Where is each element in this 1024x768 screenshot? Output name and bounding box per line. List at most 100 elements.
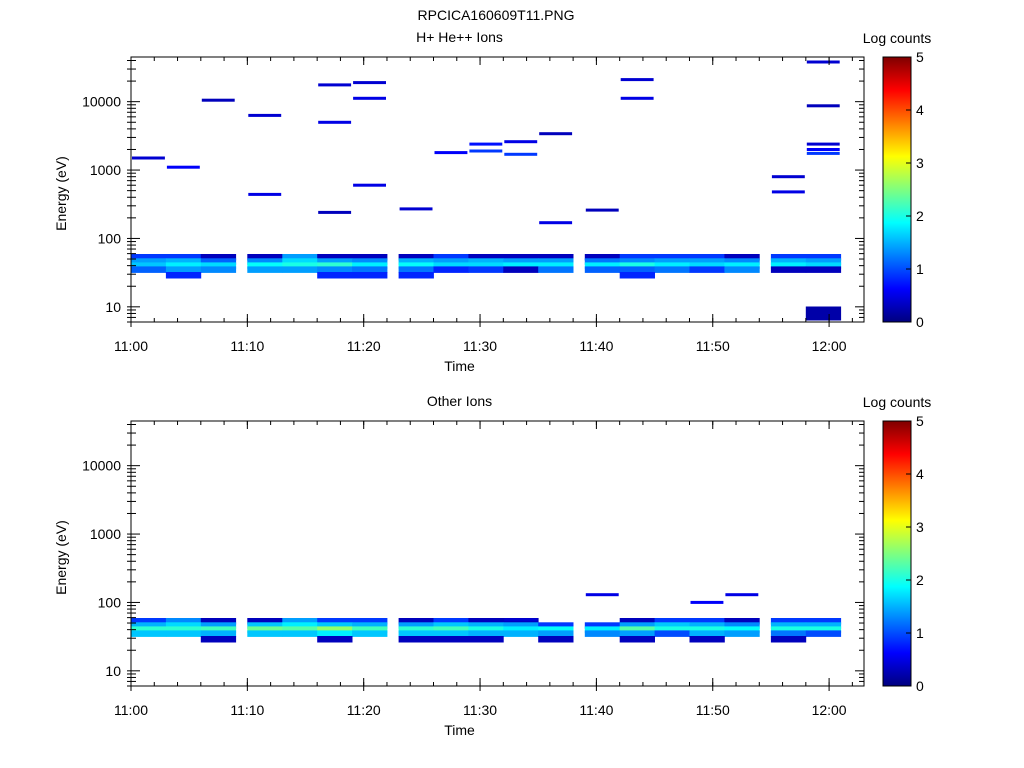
heatmap-cell	[538, 626, 574, 633]
y-tick-label: 100	[98, 594, 122, 610]
heatmap-cell	[689, 626, 725, 633]
heatmap-cell	[619, 262, 655, 269]
heatmap-cell	[689, 262, 725, 269]
heatmap-cell	[770, 626, 807, 633]
heatmap-cell	[433, 622, 469, 629]
heatmap-cell	[353, 81, 386, 85]
heatmap-cell	[805, 626, 842, 633]
heatmap-cell	[805, 622, 842, 629]
x-tick-label: 11:00	[114, 702, 148, 718]
heatmap-cell	[503, 622, 539, 629]
heatmap-cell	[433, 262, 469, 269]
heatmap-cell	[131, 258, 167, 265]
heatmap-cell	[689, 630, 725, 637]
panel-title: H+ He++ Ions	[416, 29, 503, 45]
heatmap-cell	[317, 262, 353, 269]
x-tick-label: 11:50	[696, 702, 730, 718]
heatmap-cell	[620, 96, 654, 100]
colorbar-tick-label: 3	[916, 519, 924, 535]
heatmap-cell	[724, 630, 760, 637]
heatmap-cell	[317, 622, 353, 629]
colorbar-tick-label: 4	[916, 102, 924, 118]
heatmap-cell	[469, 142, 503, 146]
heatmap-cell	[654, 254, 690, 261]
x-tick-label: 11:10	[230, 338, 264, 354]
x-tick-label: 11:30	[463, 338, 497, 354]
y-axis-label: Energy (eV)	[53, 520, 69, 595]
heatmap-cell	[805, 306, 842, 321]
heatmap-cell	[585, 208, 619, 212]
heatmap-cell	[584, 626, 621, 633]
heatmap-cell	[538, 254, 574, 261]
heatmap-cell	[620, 78, 654, 82]
heatmap-cell	[398, 626, 434, 633]
heatmap-cell	[469, 149, 503, 153]
colorbar-tick-label: 0	[916, 678, 924, 694]
heatmap-cell	[433, 630, 469, 637]
heatmap-cell	[584, 262, 621, 269]
heatmap-cell	[805, 618, 842, 625]
heatmap-cell	[398, 622, 434, 629]
heatmap-cell	[433, 636, 469, 643]
spectrogram-panel-2: Other Ions 11:00 11:10 11:20 11:30 11:40 11:50…	[53, 393, 931, 738]
heatmap-cell	[352, 258, 388, 265]
heatmap-cell	[352, 266, 388, 273]
heatmap-cell	[166, 165, 200, 169]
heatmap-cell	[352, 622, 388, 629]
heatmap-cell	[654, 258, 690, 265]
heatmap-cell	[352, 272, 388, 279]
colorbar-tick-label: 4	[916, 466, 924, 482]
heatmap-cell	[584, 622, 621, 629]
heatmap-cell	[724, 622, 760, 629]
heatmap-cell	[131, 618, 167, 625]
heatmap-cell	[771, 175, 805, 179]
colorbar-tick-label: 1	[916, 625, 924, 641]
heatmap-cell	[247, 622, 283, 629]
x-tick-label: 11:50	[696, 338, 730, 354]
heatmap-cell	[398, 266, 434, 273]
heatmap-cell	[200, 626, 237, 633]
heatmap-cell	[619, 622, 655, 629]
heatmap-cell	[468, 266, 504, 273]
spectrogram-panel-1: H+ He++ Ions 11:00 11:10 11:20 11:30 11:40 11:…	[53, 29, 931, 374]
heatmap-cell	[805, 262, 842, 269]
heatmap-cell	[619, 266, 655, 273]
heatmap-cell	[200, 262, 237, 269]
heatmap-cell	[770, 254, 807, 261]
heatmap-cell	[503, 630, 539, 637]
heatmap-cell	[352, 254, 388, 261]
heatmap-cell	[584, 266, 621, 273]
x-tick-label: 11:40	[579, 702, 613, 718]
heatmap-cell	[503, 626, 539, 633]
x-tick-label: 11:40	[579, 338, 613, 354]
heatmap-cell	[468, 636, 504, 643]
heatmap-cell	[770, 622, 807, 629]
heatmap-cell	[806, 151, 840, 155]
heatmap-cell	[247, 254, 283, 261]
x-tick-label: 11:10	[230, 702, 264, 718]
heatmap-cell	[504, 140, 538, 144]
heatmap-cell	[654, 626, 690, 633]
plot-frame	[130, 56, 865, 323]
heatmap-cell	[504, 618, 538, 622]
heatmap-cell	[619, 618, 655, 625]
heatmap-cell	[165, 266, 202, 273]
heatmap-cell	[317, 258, 353, 265]
heatmap-cell	[318, 210, 352, 214]
heatmap-cell	[398, 254, 434, 261]
heatmap-cell	[690, 600, 724, 604]
x-tick-label: 11:20	[347, 702, 381, 718]
heatmap-cell	[200, 618, 237, 625]
heatmap-cell	[468, 618, 504, 625]
heatmap-cell	[200, 258, 237, 265]
heatmap-cell	[282, 262, 318, 269]
heatmap-cell	[201, 98, 235, 102]
heatmap-cell	[771, 190, 805, 194]
heatmap-cell	[504, 152, 538, 156]
heatmap-cell	[770, 258, 807, 265]
heatmap-cell	[654, 618, 690, 625]
heatmap-cell	[654, 630, 690, 637]
heatmap-cell	[805, 266, 842, 273]
colorbar-label: Log counts	[863, 30, 932, 46]
